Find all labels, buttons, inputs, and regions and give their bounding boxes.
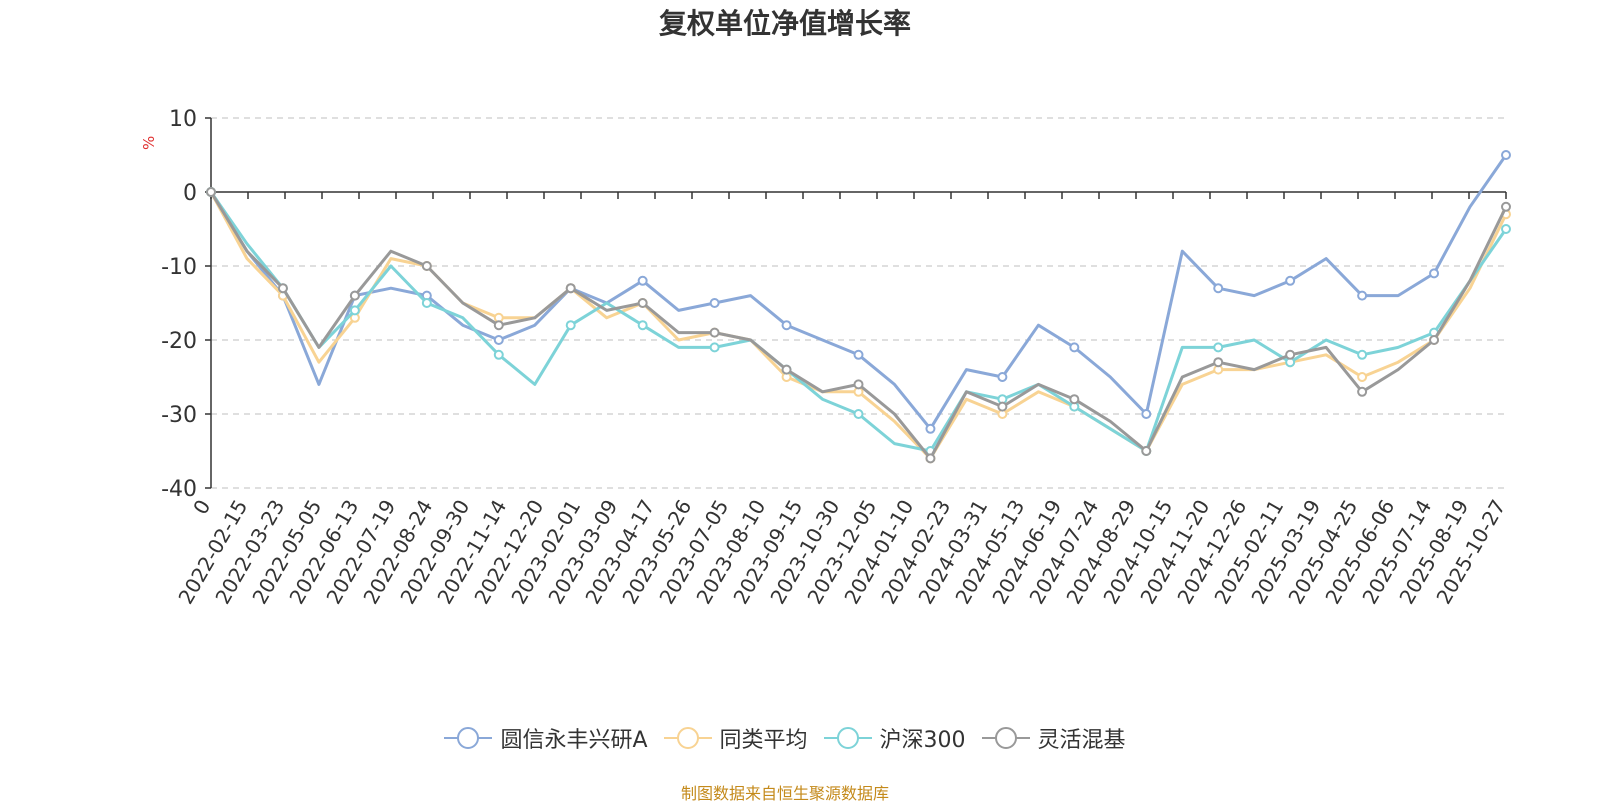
- data-point: [637, 275, 648, 286]
- data-point: [1501, 150, 1511, 160]
- data-point: [637, 298, 648, 308]
- data-point: [349, 290, 360, 301]
- legend-marker-icon: [981, 727, 1030, 749]
- data-point: [349, 305, 360, 316]
- legend-marker-icon: [823, 727, 872, 749]
- legend-item[interactable]: 沪深300: [823, 722, 966, 754]
- legend-marker-icon: [444, 727, 493, 749]
- data-point: [781, 364, 792, 375]
- data-point: [1501, 201, 1511, 212]
- data-point: [781, 320, 792, 331]
- data-point: [1357, 349, 1368, 360]
- data-point: [493, 335, 504, 345]
- y-tick-label: 10: [169, 107, 197, 132]
- data-point: [1501, 224, 1511, 234]
- data-point: [1357, 290, 1368, 301]
- data-point: [206, 187, 216, 197]
- data-point: [709, 298, 720, 308]
- y-tick-label: -20: [161, 329, 197, 354]
- data-point: [1213, 357, 1224, 368]
- legend-label: 沪深300: [879, 728, 966, 753]
- legend: 圆信永丰兴研A 同类平均 沪深300 灵活混基: [0, 722, 1570, 756]
- data-point: [1141, 409, 1152, 419]
- legend-item[interactable]: 同类平均: [663, 722, 808, 754]
- chart-title: 复权单位净值增长率: [658, 7, 911, 40]
- data-point: [421, 261, 432, 271]
- data-point: [493, 349, 504, 360]
- data-point: [925, 423, 936, 434]
- data-point: [1429, 335, 1440, 345]
- legend-label: 圆信永丰兴研A: [500, 728, 648, 753]
- data-point: [997, 401, 1008, 412]
- data-point: [1357, 386, 1368, 397]
- legend-label: 灵活混基: [1037, 728, 1126, 753]
- y-axis-label: %: [140, 135, 158, 150]
- source-note: 制图数据来自恒生聚源数据库: [680, 784, 889, 803]
- legend-item[interactable]: 圆信永丰兴研A: [444, 722, 648, 754]
- data-point: [421, 298, 432, 308]
- y-tick-label: -30: [161, 403, 197, 428]
- data-point: [925, 453, 936, 464]
- data-point: [997, 372, 1008, 382]
- legend-label: 同类平均: [719, 728, 808, 753]
- data-point: [1069, 342, 1080, 353]
- data-point: [1213, 342, 1224, 353]
- data-point: [853, 379, 864, 390]
- data-point: [565, 283, 576, 294]
- data-point: [1285, 275, 1296, 286]
- data-point: [277, 283, 288, 294]
- data-point: [1285, 349, 1296, 360]
- data-point: [709, 342, 720, 353]
- legend-marker-icon: [663, 727, 712, 749]
- data-point: [853, 349, 864, 360]
- y-tick-label: -10: [161, 255, 197, 280]
- x-tick-label: 0: [188, 496, 215, 519]
- data-point: [565, 320, 576, 331]
- data-point: [1357, 372, 1368, 382]
- data-point: [493, 320, 504, 331]
- data-point: [1141, 446, 1152, 456]
- y-tick-label: -40: [161, 477, 197, 502]
- legend-item[interactable]: 灵活混基: [981, 722, 1126, 754]
- data-point: [709, 327, 720, 338]
- data-point: [1069, 394, 1080, 405]
- data-point: [853, 409, 864, 419]
- data-point: [1429, 268, 1440, 279]
- data-point: [1213, 283, 1224, 294]
- y-tick-label: 0: [183, 181, 197, 206]
- data-point: [637, 320, 648, 331]
